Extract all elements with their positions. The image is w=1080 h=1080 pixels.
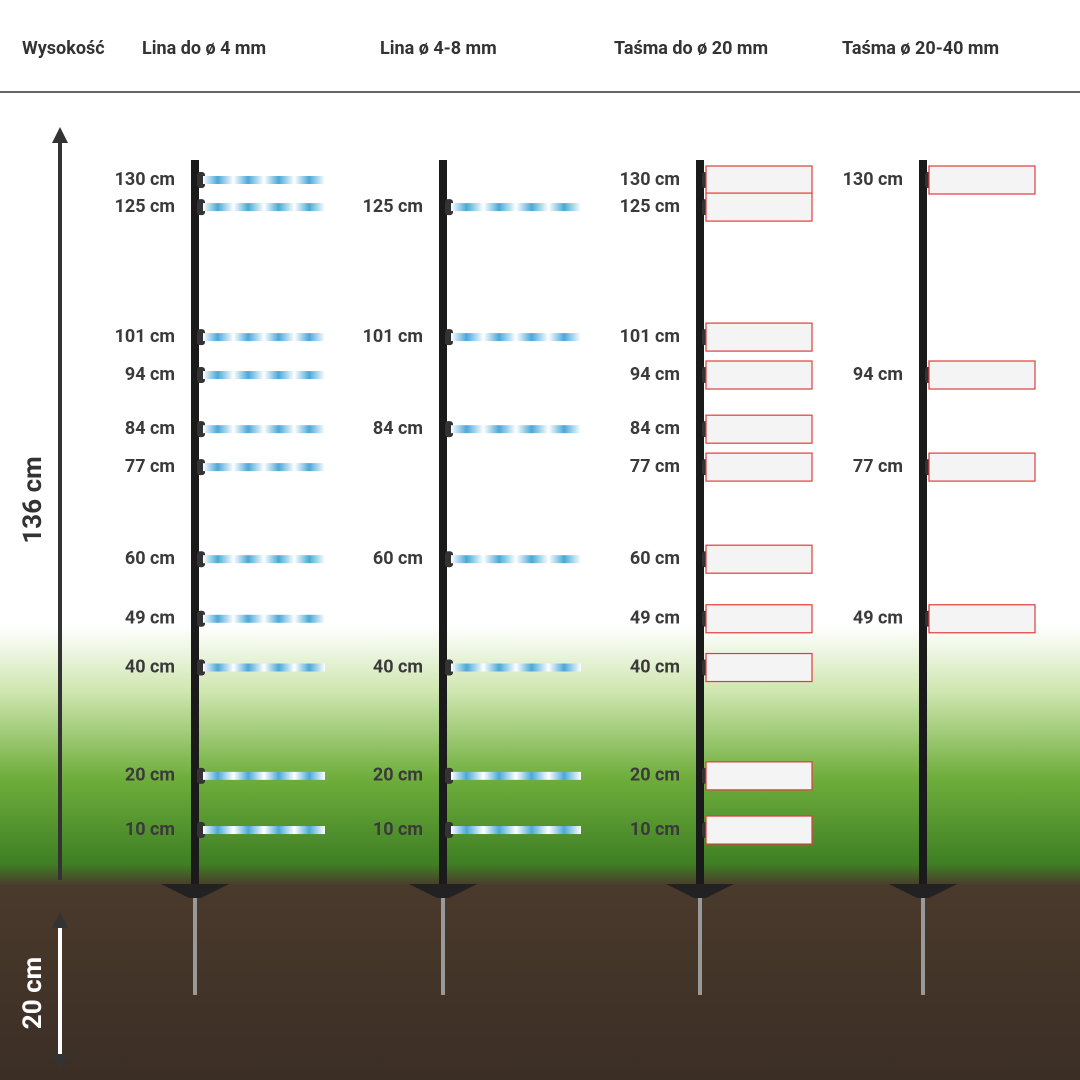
tape [705, 322, 813, 352]
height-label: 84 cm [630, 418, 680, 439]
rope [451, 826, 581, 835]
height-label: 40 cm [125, 656, 175, 677]
height-label: 60 cm [125, 548, 175, 569]
height-label: 49 cm [630, 608, 680, 629]
height-label: 20 cm [125, 765, 175, 786]
height-label: 130 cm [843, 169, 903, 190]
tape [705, 604, 813, 634]
tape [705, 192, 813, 222]
post-base [666, 884, 734, 898]
tape [928, 360, 1036, 390]
height-label: 125 cm [115, 196, 175, 217]
height-label: 40 cm [630, 656, 680, 677]
tape [705, 544, 813, 574]
height-label: 20 cm [630, 765, 680, 786]
height-label: 101 cm [620, 326, 680, 347]
rope [203, 826, 325, 835]
post [696, 160, 704, 884]
height-label: 40 cm [373, 656, 423, 677]
tape [705, 165, 813, 195]
height-label: 60 cm [630, 548, 680, 569]
column-header: Lina ø 4-8 mm [380, 38, 497, 59]
post-base [161, 884, 229, 898]
height-label: 136 cm [18, 456, 48, 543]
column-header: Lina do ø 4 mm [142, 38, 266, 59]
rope [451, 663, 581, 672]
rope [451, 555, 581, 564]
height-label: 10 cm [125, 819, 175, 840]
rope [451, 771, 581, 780]
post [919, 160, 927, 884]
rope [203, 663, 325, 672]
depth-label: 20 cm [18, 957, 48, 1029]
height-label: 49 cm [125, 608, 175, 629]
height-label: 10 cm [373, 819, 423, 840]
tape [928, 452, 1036, 482]
rope [203, 203, 325, 212]
header-bg [0, 0, 1080, 92]
post [439, 160, 447, 884]
tape [928, 165, 1036, 195]
height-label: 84 cm [125, 418, 175, 439]
post-base [889, 884, 957, 898]
rope [203, 463, 325, 472]
height-label: 101 cm [363, 326, 423, 347]
height-label: 49 cm [853, 608, 903, 629]
column-header: Taśma do ø 20 mm [614, 38, 768, 59]
rope [203, 771, 325, 780]
column-header: Taśma ø 20-40 mm [842, 38, 999, 59]
rope [203, 371, 325, 380]
height-label: 60 cm [373, 548, 423, 569]
rope [203, 176, 325, 184]
tape [705, 652, 813, 683]
rope [203, 425, 325, 434]
tape [705, 761, 813, 791]
post [191, 160, 199, 884]
tape [705, 360, 813, 390]
height-label: 77 cm [853, 456, 903, 477]
rope [203, 333, 325, 342]
height-label: 125 cm [620, 196, 680, 217]
height-label: 94 cm [125, 364, 175, 385]
rope [203, 614, 325, 623]
rope [451, 425, 581, 434]
height-label: 94 cm [630, 364, 680, 385]
post-base [409, 884, 477, 898]
height-label: 94 cm [853, 364, 903, 385]
tape [705, 815, 813, 845]
rope [203, 555, 325, 564]
rope [451, 203, 581, 212]
height-label: 77 cm [630, 456, 680, 477]
height-label: 10 cm [630, 819, 680, 840]
height-label: 20 cm [373, 765, 423, 786]
tape [928, 604, 1036, 634]
height-label: 125 cm [363, 196, 423, 217]
height-label: 130 cm [115, 169, 175, 190]
rope [451, 333, 581, 342]
column-header: Wysokość [22, 38, 105, 59]
height-label: 84 cm [373, 418, 423, 439]
height-label: 77 cm [125, 456, 175, 477]
tape [705, 414, 813, 444]
height-label: 130 cm [620, 169, 680, 190]
height-label: 101 cm [115, 326, 175, 347]
tape [705, 452, 813, 482]
